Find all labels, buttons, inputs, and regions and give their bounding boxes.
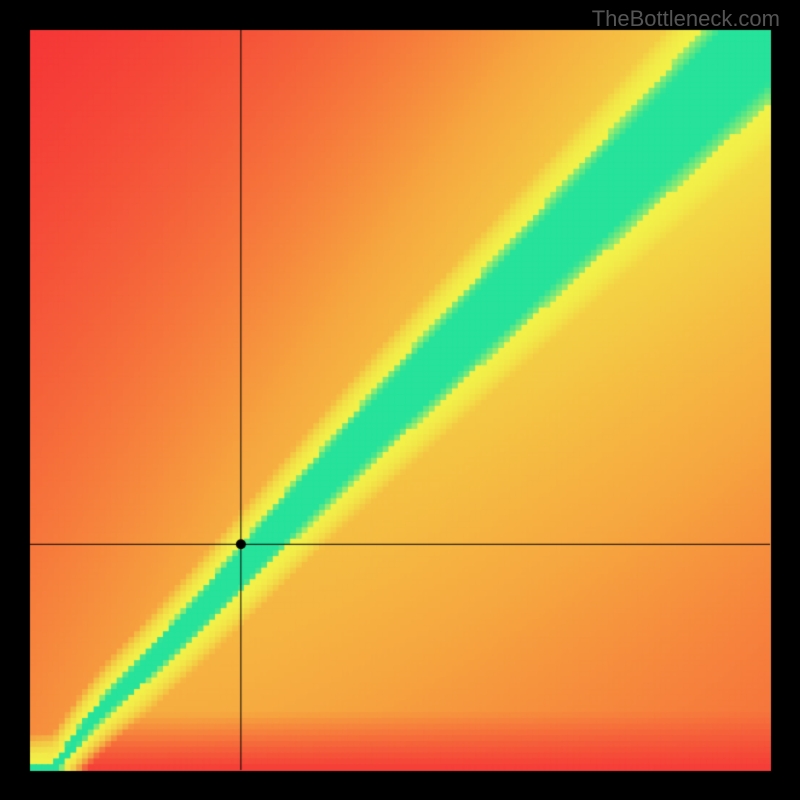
heatmap-canvas [0, 0, 800, 800]
chart-container: TheBottleneck.com [0, 0, 800, 800]
watermark-text: TheBottleneck.com [592, 6, 780, 32]
